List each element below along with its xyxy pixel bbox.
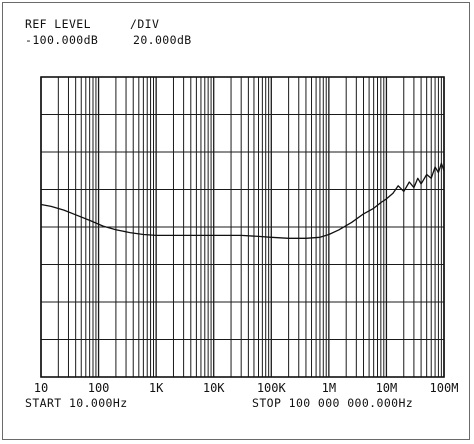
x-tick-label: 100 — [88, 381, 110, 395]
start-frequency-label: START 10.000Hz — [25, 396, 128, 410]
chart-frame — [2, 2, 470, 440]
stop-frequency-label: STOP 100 000 000.000Hz — [252, 396, 414, 410]
ref-level-value: -100.000dB — [25, 33, 99, 47]
x-tick-label: 10K — [203, 381, 225, 395]
x-tick-label: 100M — [430, 381, 459, 395]
x-tick-label: 100K — [257, 381, 287, 395]
x-tick-label: 10M — [376, 381, 398, 395]
div-value: 20.000dB — [133, 33, 192, 47]
div-label: /DIV — [130, 17, 160, 31]
series-line — [40, 162, 445, 239]
x-tick-label: 10 — [34, 381, 48, 395]
x-tick-label: 1M — [322, 381, 336, 395]
plot-border — [40, 76, 445, 378]
x-tick-label: 1K — [149, 381, 164, 395]
ref-level-label: REF LEVEL — [25, 17, 91, 31]
